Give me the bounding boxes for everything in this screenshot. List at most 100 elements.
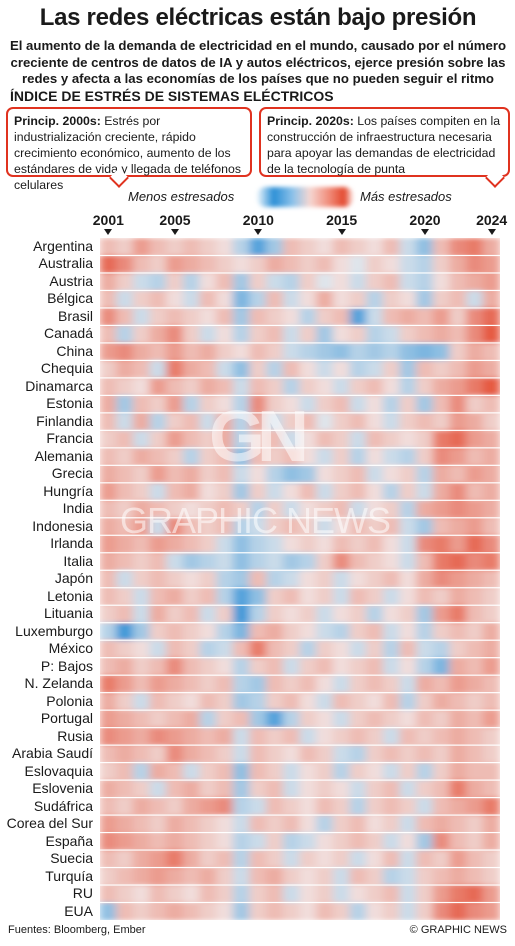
heatmap-cell xyxy=(432,535,451,554)
heatmap-cell xyxy=(399,272,418,291)
heatmap-cell xyxy=(100,500,118,519)
heatmap-cell xyxy=(149,587,168,606)
heatmap-cell xyxy=(366,272,384,291)
heatmap-cell xyxy=(282,902,301,920)
heatmap-cell xyxy=(349,255,368,274)
heatmap-cell xyxy=(349,238,368,256)
heatmap-cell xyxy=(199,815,218,834)
heatmap-cell xyxy=(316,815,334,834)
year-tick-marker xyxy=(421,229,429,235)
heatmap-cell xyxy=(299,797,318,816)
row-separator xyxy=(100,866,500,869)
heatmap-cell xyxy=(216,587,234,606)
heatmap-cell xyxy=(316,640,334,659)
heatmap-cell xyxy=(266,710,284,729)
heatmap-cell xyxy=(166,762,184,781)
heatmap-cell xyxy=(299,605,318,624)
heatmap-cell xyxy=(366,325,384,344)
heatmap-cell xyxy=(100,377,118,396)
heatmap-cell xyxy=(332,535,351,554)
row-separator xyxy=(100,429,500,431)
heatmap-cell xyxy=(416,482,434,501)
heatmap-cell xyxy=(482,710,500,729)
country-label: Bélgica xyxy=(47,290,93,307)
heatmap-cell xyxy=(232,430,251,449)
heatmap-cell xyxy=(249,377,268,396)
heatmap-cell xyxy=(166,797,184,816)
country-label: N. Zelanda xyxy=(24,675,93,692)
heatmap-cell xyxy=(199,762,218,781)
heatmap-cell xyxy=(482,675,500,694)
heatmap-cell xyxy=(316,412,334,431)
heatmap-cell xyxy=(232,255,251,274)
heatmap-cell xyxy=(149,465,168,484)
heatmap-cell xyxy=(399,360,418,379)
heatmap-cell xyxy=(399,780,418,799)
heatmap-cell xyxy=(449,815,468,834)
heatmap-cell xyxy=(349,885,368,904)
heatmap-cell xyxy=(366,622,384,641)
heatmap-cell xyxy=(100,430,118,449)
heatmap-cell xyxy=(100,640,118,659)
heatmap-cell xyxy=(316,430,334,449)
country-label: Italia xyxy=(63,552,93,569)
credit-note: © GRAPHIC NEWS xyxy=(409,924,507,936)
heatmap-cell xyxy=(466,447,484,466)
heatmap-cell xyxy=(416,657,434,676)
heatmap-cell xyxy=(266,780,284,799)
heatmap-cell xyxy=(432,395,451,414)
country-label: Lituania xyxy=(43,605,93,622)
heatmap-cell xyxy=(482,885,500,904)
heatmap-cell xyxy=(149,867,168,886)
country-label: Suecia xyxy=(50,850,93,867)
page-title: Las redes eléctricas están bajo presión xyxy=(39,4,477,31)
country-label: Portugal xyxy=(40,710,93,727)
heatmap-cell xyxy=(366,238,384,256)
heatmap-cell xyxy=(349,395,368,414)
heatmap-cell xyxy=(182,780,201,799)
heatmap-cell xyxy=(266,867,284,886)
heatmap-cell xyxy=(232,272,251,291)
heatmap-cell xyxy=(332,517,351,536)
heatmap-cell xyxy=(416,762,434,781)
heatmap-cell xyxy=(149,710,168,729)
heatmap-cell xyxy=(100,850,118,869)
heatmap-cell xyxy=(249,430,268,449)
heatmap-cell xyxy=(449,675,468,694)
heatmap-cell xyxy=(482,238,500,256)
heatmap-cell xyxy=(182,255,201,274)
heatmap-cell xyxy=(249,238,268,256)
row-separator xyxy=(100,342,500,344)
callout-2020s-lead: Princip. 2020s: xyxy=(267,114,354,128)
heatmap-cell xyxy=(349,570,368,589)
heatmap-cell xyxy=(199,430,218,449)
year-tick-marker xyxy=(254,229,263,235)
heatmap-cell xyxy=(182,570,201,589)
heatmap-cell xyxy=(482,902,500,920)
heatmap-cell xyxy=(382,885,401,904)
heatmap-cell xyxy=(399,710,418,729)
heatmap-cell xyxy=(249,412,268,431)
heatmap-cell xyxy=(249,360,268,379)
heatmap-cell xyxy=(182,517,201,536)
heatmap-cell xyxy=(199,780,218,799)
row-separator xyxy=(100,587,500,589)
heatmap-cell xyxy=(216,395,234,414)
heatmap-cell xyxy=(332,850,351,869)
heatmap-cell xyxy=(482,587,500,606)
heatmap-cell xyxy=(266,342,284,361)
heatmap-cell xyxy=(182,902,201,920)
heatmap-cell xyxy=(466,325,484,344)
heatmap-cell xyxy=(132,587,151,606)
heatmap-cell xyxy=(366,885,384,904)
heatmap-cell xyxy=(282,430,301,449)
heatmap-cell xyxy=(182,342,201,361)
heatmap-cell xyxy=(349,342,368,361)
heatmap-cell xyxy=(416,850,434,869)
heatmap-cell xyxy=(249,395,268,414)
heatmap-cell xyxy=(116,290,134,309)
heatmap-cell xyxy=(482,482,500,501)
heatmap-cell xyxy=(282,377,301,396)
heatmap-cell xyxy=(216,272,234,291)
heatmap-cell xyxy=(366,867,384,886)
